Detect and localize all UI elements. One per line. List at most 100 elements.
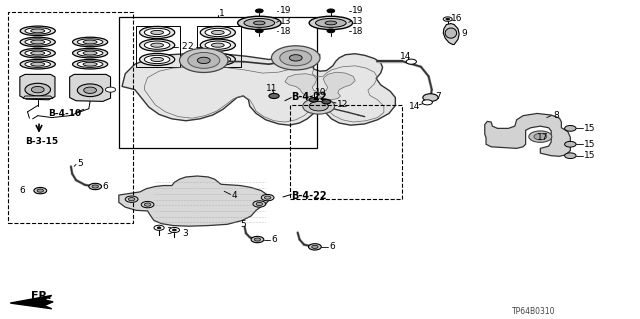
Bar [136, 26, 179, 67]
Text: 5: 5 [240, 220, 246, 229]
Bar [197, 26, 241, 67]
Bar [8, 12, 133, 223]
Text: 16: 16 [451, 14, 463, 23]
Ellipse shape [31, 29, 45, 33]
Ellipse shape [309, 16, 353, 30]
Bar [290, 105, 402, 199]
Ellipse shape [31, 51, 45, 55]
Circle shape [89, 183, 102, 190]
Text: 4: 4 [232, 190, 237, 200]
Text: 10: 10 [315, 88, 326, 97]
Ellipse shape [145, 28, 170, 37]
Ellipse shape [20, 26, 55, 36]
Circle shape [254, 238, 260, 241]
Text: 7: 7 [435, 93, 441, 101]
Ellipse shape [77, 50, 103, 56]
Ellipse shape [316, 19, 346, 27]
Text: B-4-10: B-4-10 [49, 109, 82, 118]
Circle shape [289, 55, 302, 61]
Ellipse shape [445, 28, 457, 38]
Circle shape [170, 227, 179, 233]
Ellipse shape [200, 53, 236, 65]
Text: 15: 15 [584, 140, 596, 149]
Ellipse shape [200, 26, 236, 39]
Text: 14: 14 [400, 52, 412, 61]
Circle shape [255, 29, 263, 33]
Polygon shape [285, 72, 355, 100]
Text: 8: 8 [553, 111, 559, 120]
Circle shape [179, 48, 228, 72]
Circle shape [322, 100, 331, 104]
Ellipse shape [205, 28, 230, 37]
Polygon shape [23, 96, 53, 99]
Ellipse shape [31, 62, 45, 66]
Circle shape [564, 141, 576, 147]
Polygon shape [122, 53, 396, 125]
Text: 13: 13 [352, 17, 364, 26]
Circle shape [280, 50, 312, 66]
Ellipse shape [72, 37, 108, 47]
Circle shape [154, 225, 164, 230]
Circle shape [529, 131, 552, 142]
Text: 12: 12 [337, 100, 349, 109]
Ellipse shape [20, 48, 55, 58]
Text: 2: 2 [181, 42, 187, 51]
Circle shape [256, 202, 262, 205]
Ellipse shape [211, 30, 224, 34]
Ellipse shape [25, 28, 51, 34]
Circle shape [92, 185, 99, 188]
Ellipse shape [20, 59, 55, 69]
Ellipse shape [140, 39, 175, 51]
Text: 15: 15 [584, 124, 596, 133]
Ellipse shape [25, 50, 51, 56]
Circle shape [423, 94, 438, 101]
Ellipse shape [77, 61, 103, 67]
Ellipse shape [140, 53, 175, 65]
Circle shape [271, 46, 320, 70]
Ellipse shape [25, 61, 51, 67]
Polygon shape [20, 74, 55, 100]
Circle shape [77, 84, 103, 97]
Circle shape [312, 245, 318, 249]
Polygon shape [70, 74, 111, 101]
Circle shape [141, 201, 154, 208]
Circle shape [157, 227, 161, 229]
Circle shape [327, 29, 335, 33]
Circle shape [406, 59, 417, 64]
Circle shape [564, 125, 576, 131]
Ellipse shape [72, 59, 108, 69]
Ellipse shape [83, 40, 97, 44]
Circle shape [308, 244, 321, 250]
Ellipse shape [151, 30, 164, 34]
Circle shape [422, 100, 433, 105]
Ellipse shape [200, 39, 236, 51]
Text: 3: 3 [167, 227, 173, 236]
Circle shape [197, 57, 210, 63]
Bar [120, 17, 317, 148]
Circle shape [253, 201, 266, 207]
Circle shape [303, 98, 335, 114]
Circle shape [125, 196, 138, 202]
Ellipse shape [145, 55, 170, 63]
Circle shape [106, 87, 116, 92]
Ellipse shape [151, 57, 164, 62]
Polygon shape [119, 176, 269, 226]
Text: 6: 6 [271, 235, 277, 244]
Ellipse shape [211, 57, 224, 62]
Text: 19: 19 [280, 6, 291, 15]
Ellipse shape [211, 43, 224, 47]
Ellipse shape [31, 40, 45, 44]
Ellipse shape [205, 55, 230, 63]
Circle shape [327, 9, 335, 13]
Polygon shape [10, 295, 53, 309]
Ellipse shape [253, 21, 265, 25]
Circle shape [309, 101, 328, 111]
Circle shape [564, 153, 576, 159]
Text: 13: 13 [280, 17, 291, 26]
Circle shape [37, 189, 44, 192]
Ellipse shape [77, 39, 103, 45]
Circle shape [129, 197, 135, 201]
Ellipse shape [145, 41, 170, 49]
Text: 17: 17 [537, 133, 548, 142]
Text: 6: 6 [20, 186, 26, 195]
